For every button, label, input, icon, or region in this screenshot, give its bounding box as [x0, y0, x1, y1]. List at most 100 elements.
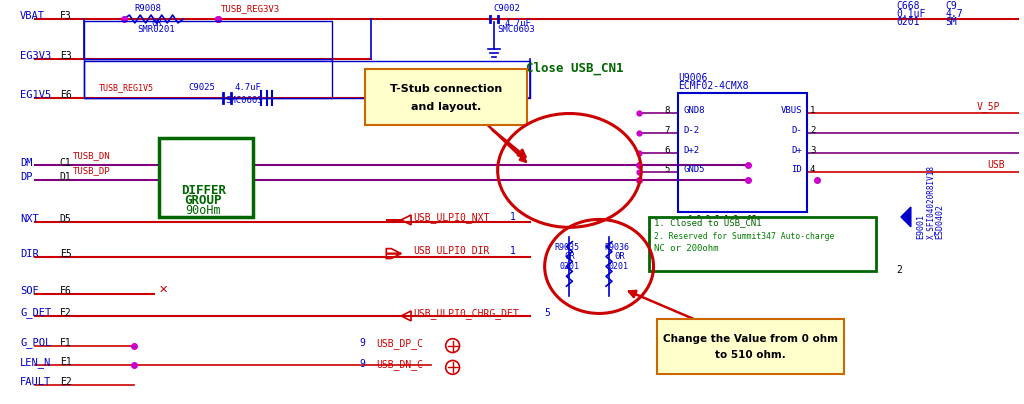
Text: D+: D+ [792, 145, 802, 155]
Text: DP: DP [20, 173, 33, 182]
Text: 5: 5 [665, 165, 670, 175]
FancyBboxPatch shape [365, 69, 526, 125]
Text: VBUS: VBUS [780, 106, 802, 115]
Text: 1: 1 [510, 246, 516, 256]
FancyBboxPatch shape [159, 138, 253, 217]
Text: GND5: GND5 [683, 165, 705, 175]
Text: ECMF02-4CMX8: ECMF02-4CMX8 [678, 81, 749, 91]
Text: and layout.: and layout. [411, 102, 481, 112]
Text: LEN_N: LEN_N [20, 357, 51, 368]
Text: DIFFER: DIFFER [180, 184, 225, 197]
Text: R9035: R9035 [555, 243, 580, 252]
Text: 3: 3 [810, 145, 815, 155]
Bar [678, 93, 807, 212]
Text: U9006: U9006 [678, 74, 708, 83]
Text: 1: 1 [810, 106, 815, 115]
Bar [84, 61, 529, 98]
Text: E6: E6 [59, 90, 72, 100]
Text: 7: 7 [665, 126, 670, 135]
Text: USB_ULPI0_DIR: USB_ULPI0_DIR [413, 246, 489, 257]
Text: 0.1uF: 0.1uF [896, 9, 926, 19]
Text: C9002: C9002 [494, 4, 520, 13]
Text: 4.7uF: 4.7uF [234, 83, 262, 92]
Text: DIR: DIR [20, 248, 39, 259]
Text: C9: C9 [945, 1, 957, 11]
Polygon shape [386, 248, 401, 259]
Text: FAULT: FAULT [20, 377, 51, 387]
Text: D-: D- [792, 126, 802, 135]
Text: 2: 2 [896, 265, 902, 276]
Text: USB_ULPI0_NXT: USB_ULPI0_NXT [413, 212, 489, 223]
Bar [648, 217, 877, 271]
Polygon shape [386, 311, 411, 321]
Text: E1: E1 [59, 358, 72, 367]
Bar [84, 21, 332, 59]
Text: 2. Reserved for Summit347 Auto-charge: 2. Reserved for Summit347 Auto-charge [653, 232, 834, 241]
Text: 4: 4 [810, 165, 815, 175]
Text: V_5P: V_5P [977, 101, 999, 112]
Text: 0R: 0R [564, 252, 575, 261]
Text: DM: DM [20, 158, 33, 168]
Text: G_DET: G_DET [20, 307, 51, 318]
Text: 4.7: 4.7 [945, 9, 964, 19]
Text: USB_DN_C: USB_DN_C [377, 360, 423, 370]
Text: ESD0402: ESD0402 [936, 204, 944, 239]
Text: uqfn8_2m5x1m2_p05m: uqfn8_2m5x1m2_p05m [678, 215, 762, 224]
Text: TUSB_REG3V3: TUSB_REG3V3 [221, 4, 281, 13]
Text: R9008: R9008 [134, 4, 161, 13]
Text: F3: F3 [59, 11, 72, 21]
Text: GROUP: GROUP [184, 194, 222, 206]
Text: F6: F6 [59, 286, 72, 296]
Text: C668: C668 [896, 1, 920, 11]
Text: F2: F2 [59, 308, 72, 318]
Text: 0R: 0R [614, 252, 625, 261]
Text: D-2: D-2 [683, 126, 699, 135]
Text: D1: D1 [59, 173, 72, 182]
Text: 5: 5 [545, 308, 551, 318]
Text: 9: 9 [359, 360, 366, 369]
Text: E5: E5 [59, 248, 72, 259]
Text: 0201: 0201 [609, 262, 629, 271]
Text: SMC0603: SMC0603 [225, 96, 262, 105]
Text: SOF: SOF [20, 286, 39, 296]
Text: D+2: D+2 [683, 145, 699, 155]
Text: NC or 200ohm: NC or 200ohm [653, 244, 718, 252]
Text: TUSB_DN: TUSB_DN [73, 152, 111, 160]
Text: E2: E2 [59, 377, 72, 387]
Text: 2: 2 [810, 126, 815, 135]
Text: NXT: NXT [20, 214, 39, 224]
Text: EG3V3: EG3V3 [20, 50, 51, 61]
Text: EG1V5: EG1V5 [20, 90, 51, 100]
Text: SM: SM [945, 17, 957, 27]
Text: 0201: 0201 [896, 17, 920, 27]
Text: SMC0603: SMC0603 [498, 25, 535, 34]
Text: SMR0201: SMR0201 [137, 25, 174, 34]
Text: E3: E3 [59, 50, 72, 61]
Text: GND8: GND8 [683, 106, 705, 115]
Text: Close USB_CN1: Close USB_CN1 [525, 61, 623, 75]
Text: VBAT: VBAT [20, 11, 45, 21]
Text: T-Stub connection: T-Stub connection [389, 84, 502, 94]
Text: 1. Closed to USB_CN1: 1. Closed to USB_CN1 [653, 218, 761, 227]
Text: E9001: E9001 [915, 214, 925, 239]
Text: 8: 8 [665, 106, 670, 115]
Text: 4.7uF: 4.7uF [504, 19, 531, 28]
Text: 6: 6 [665, 145, 670, 155]
Text: USB: USB [987, 160, 1005, 170]
Text: X_SFI04020R8IV18: X_SFI04020R8IV18 [926, 165, 935, 239]
Text: ✕: ✕ [159, 285, 168, 295]
Text: 0R: 0R [152, 19, 163, 28]
Text: 0201: 0201 [559, 262, 580, 271]
Text: 90oHm: 90oHm [185, 204, 221, 217]
Text: USB_DP_C: USB_DP_C [377, 338, 423, 349]
Text: 1: 1 [510, 212, 516, 222]
Text: USB_ULPI0_CHRG_DET: USB_ULPI0_CHRG_DET [413, 308, 519, 319]
Text: to 510 ohm.: to 510 ohm. [715, 349, 785, 360]
FancyBboxPatch shape [656, 319, 844, 375]
Text: D5: D5 [59, 214, 72, 224]
Text: G_POL: G_POL [20, 337, 51, 348]
Polygon shape [386, 215, 411, 225]
Text: TUSB_DP: TUSB_DP [73, 166, 111, 175]
Polygon shape [901, 207, 911, 227]
Text: Change the Value from 0 ohm: Change the Value from 0 ohm [663, 334, 838, 344]
